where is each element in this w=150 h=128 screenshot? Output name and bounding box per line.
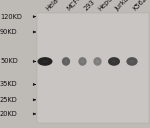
Ellipse shape bbox=[81, 60, 84, 63]
Ellipse shape bbox=[78, 57, 87, 66]
Text: 35KD: 35KD bbox=[0, 82, 18, 87]
Text: 120KD: 120KD bbox=[0, 14, 22, 20]
Text: Hela: Hela bbox=[45, 0, 60, 12]
Ellipse shape bbox=[62, 57, 70, 66]
Ellipse shape bbox=[108, 57, 120, 66]
Ellipse shape bbox=[96, 60, 99, 63]
Ellipse shape bbox=[93, 57, 102, 66]
Ellipse shape bbox=[64, 60, 68, 63]
Ellipse shape bbox=[111, 60, 117, 63]
Bar bbox=[37, 13, 148, 123]
Ellipse shape bbox=[42, 60, 48, 63]
Text: HepG2: HepG2 bbox=[98, 0, 118, 12]
Ellipse shape bbox=[129, 60, 135, 63]
Text: 50KD: 50KD bbox=[0, 58, 18, 64]
Text: K562: K562 bbox=[132, 0, 148, 12]
Text: Jurkat: Jurkat bbox=[114, 0, 132, 12]
Text: 25KD: 25KD bbox=[0, 97, 18, 103]
Ellipse shape bbox=[38, 57, 52, 66]
Text: 90KD: 90KD bbox=[0, 29, 18, 35]
Ellipse shape bbox=[126, 57, 138, 66]
Text: MCF-7: MCF-7 bbox=[66, 0, 85, 12]
Text: 20KD: 20KD bbox=[0, 111, 18, 117]
Text: 293: 293 bbox=[82, 0, 96, 12]
